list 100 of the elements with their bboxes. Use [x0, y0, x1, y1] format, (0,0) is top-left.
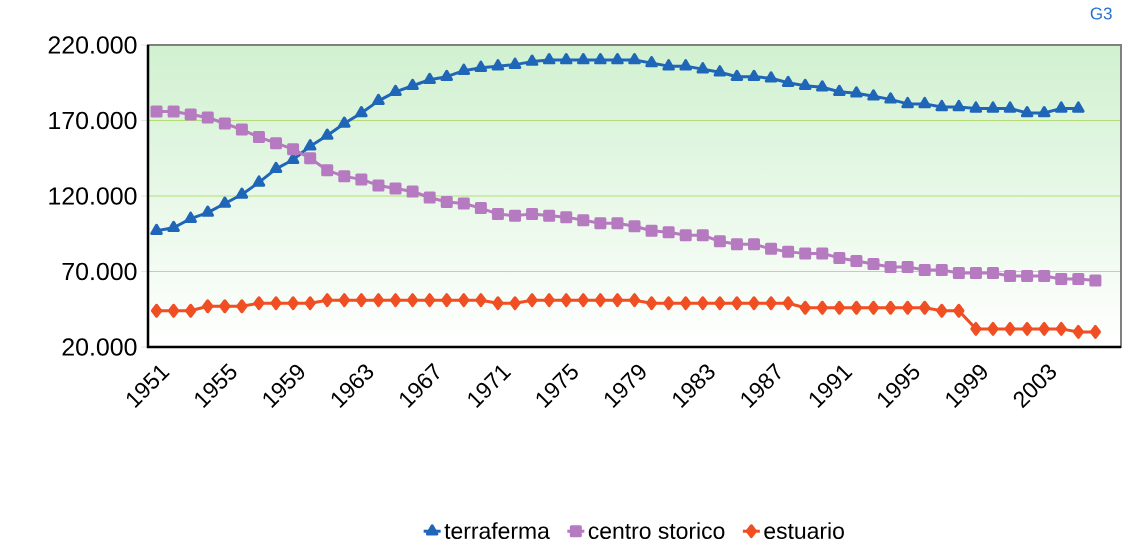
- point: [696, 229, 709, 242]
- point: [952, 267, 965, 280]
- point: [1021, 270, 1034, 283]
- point: [1004, 270, 1017, 283]
- point: [474, 60, 488, 72]
- point: [201, 111, 214, 124]
- point: [884, 92, 897, 104]
- point: [320, 128, 334, 140]
- point: [543, 293, 555, 308]
- point: [782, 296, 794, 311]
- point: [594, 53, 607, 65]
- point: [645, 56, 658, 68]
- point: [270, 296, 282, 311]
- point: [645, 296, 658, 311]
- point: [424, 293, 436, 308]
- point: [628, 53, 641, 65]
- point: [492, 296, 504, 311]
- point: [748, 296, 760, 311]
- point: [372, 293, 385, 308]
- point: [303, 139, 317, 151]
- point: [594, 293, 606, 308]
- point: [526, 293, 538, 308]
- text: G3: [1090, 7, 1112, 20]
- point: [542, 53, 556, 65]
- point: [218, 196, 232, 208]
- point: [441, 293, 453, 308]
- point: [1089, 274, 1102, 287]
- point: [167, 105, 180, 118]
- point: [577, 53, 590, 65]
- point: [799, 300, 811, 315]
- point: [423, 191, 436, 204]
- point: [218, 117, 231, 130]
- point: [184, 211, 197, 223]
- point: [867, 300, 880, 315]
- point: [611, 53, 624, 65]
- point: [389, 84, 402, 97]
- point: [662, 226, 675, 239]
- point: [219, 299, 231, 314]
- point: [798, 78, 812, 91]
- point: [731, 296, 743, 311]
- point: [781, 75, 795, 87]
- point: [458, 293, 470, 308]
- point: [491, 208, 504, 221]
- point: [816, 300, 828, 315]
- point: [457, 63, 471, 75]
- point: [440, 196, 453, 209]
- point: [236, 299, 248, 314]
- point: [440, 69, 453, 81]
- point: [867, 89, 880, 101]
- point: [338, 293, 350, 308]
- point: [713, 235, 726, 248]
- point: [475, 293, 487, 308]
- point: [901, 260, 914, 273]
- point: [1055, 273, 1068, 286]
- point: [474, 202, 487, 215]
- point: [730, 69, 744, 81]
- point: [321, 293, 333, 308]
- point: [884, 260, 897, 273]
- point: [270, 137, 283, 150]
- point: [202, 299, 214, 314]
- point: [594, 217, 607, 230]
- point: [355, 293, 367, 308]
- point: [782, 245, 795, 258]
- point: [457, 197, 470, 210]
- point: [679, 59, 692, 71]
- point: [833, 84, 846, 97]
- point: [1072, 101, 1085, 113]
- point: [321, 164, 334, 177]
- point: [150, 223, 163, 235]
- point: [953, 303, 965, 318]
- point: [1072, 324, 1084, 339]
- point: [372, 179, 385, 192]
- point: [1020, 105, 1034, 118]
- point: [969, 101, 983, 113]
- point: [1038, 270, 1051, 283]
- point: [747, 69, 761, 81]
- point: [867, 257, 880, 270]
- point: [423, 72, 436, 84]
- y-tick-label: 70.000: [62, 262, 137, 281]
- point: [696, 62, 710, 74]
- point: [491, 59, 505, 71]
- point: [1055, 321, 1067, 336]
- point: [799, 247, 812, 260]
- legend-label: centro storico: [588, 522, 725, 539]
- point: [628, 220, 641, 233]
- point: [662, 59, 675, 71]
- point: [850, 86, 863, 98]
- point: [389, 182, 402, 195]
- point: [184, 108, 197, 121]
- y-tick-label: 170.000: [49, 111, 137, 130]
- point: [645, 224, 658, 237]
- point: [150, 105, 163, 118]
- point: [509, 296, 521, 311]
- point: [355, 173, 368, 186]
- point: [338, 170, 351, 183]
- point: [884, 300, 897, 315]
- point: [850, 300, 863, 315]
- point: [577, 214, 590, 227]
- point: [253, 296, 265, 311]
- point: [918, 96, 931, 109]
